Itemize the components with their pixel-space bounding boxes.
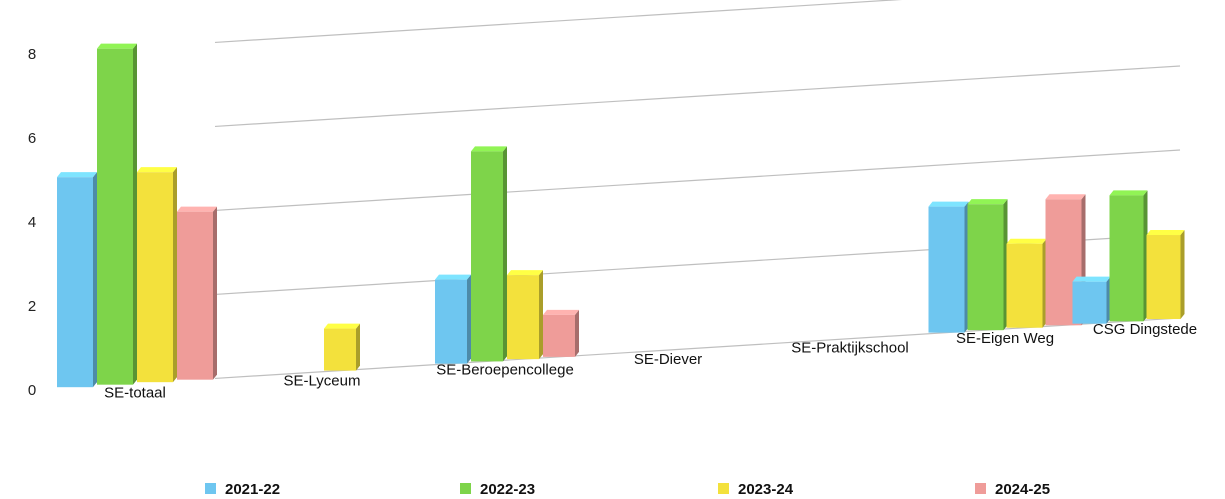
legend-item: 2024-25 (975, 481, 1050, 498)
bar-top (1109, 190, 1148, 196)
gridline (214, 149, 1181, 212)
category-label: SE-Praktijkschool (791, 340, 909, 357)
bar (177, 206, 217, 380)
category-label: SE-Beroepencollege (436, 361, 574, 378)
bar-side (575, 309, 579, 357)
bar-front (137, 172, 173, 383)
bar-top (177, 206, 217, 212)
bar (967, 199, 1008, 331)
category-label: SE-Eigen Weg (956, 330, 1054, 347)
legend-label: 2024-25 (995, 481, 1050, 498)
bar-top (324, 323, 360, 329)
bar-top (1045, 194, 1086, 200)
gridline (214, 65, 1181, 128)
bar (1006, 238, 1047, 328)
bar (97, 43, 137, 385)
bar-top (1072, 276, 1111, 282)
bars (57, 43, 1185, 388)
bar-top (435, 274, 471, 280)
legend-label: 2021-22 (225, 481, 280, 498)
bar-front (967, 204, 1004, 331)
bar-front (928, 206, 965, 333)
bar-top (1146, 230, 1185, 236)
gridline (214, 317, 1181, 380)
bar (137, 167, 177, 383)
bar-side (93, 172, 97, 388)
bar (57, 172, 97, 388)
bar-front (507, 275, 539, 360)
category-label: SE-Diever (634, 351, 702, 368)
bar-top (1006, 238, 1047, 244)
bar-front (435, 279, 467, 364)
y-tick-label: 8 (28, 46, 36, 63)
bar (543, 309, 579, 357)
bar-top (507, 270, 543, 276)
bar-front (97, 48, 133, 385)
bar-top (967, 199, 1008, 205)
legend-swatch (460, 483, 471, 494)
legend-item: 2021-22 (205, 481, 280, 498)
y-tick-label: 4 (28, 214, 36, 231)
bar-side (503, 146, 507, 362)
category-label: SE-totaal (104, 384, 166, 401)
y-tick-label: 2 (28, 298, 36, 315)
bar (507, 270, 543, 360)
category-labels: SE-totaal SE-Lyceum SE-Beroepencollege SE-D… (104, 321, 1197, 401)
bar-top (543, 309, 579, 315)
legend: 2021-22 2022-23 2023-24 2024-25 (205, 481, 1050, 498)
bar-top (137, 167, 177, 173)
gridline (214, 0, 903, 44)
legend-swatch (718, 483, 729, 494)
bar-front (471, 151, 503, 362)
y-tick-label: 0 (28, 382, 36, 399)
category-label: SE-Lyceum (284, 373, 361, 390)
bar-side (173, 167, 177, 383)
bar (928, 201, 969, 333)
legend-swatch (975, 483, 986, 494)
bar-top (57, 172, 97, 178)
bar-side (467, 274, 471, 364)
legend-label: 2022-23 (480, 481, 535, 498)
bar (1146, 230, 1185, 320)
bar (324, 323, 360, 371)
bar-top (928, 201, 969, 207)
bar-top (97, 43, 137, 49)
legend-swatch (205, 483, 216, 494)
y-axis-ticks: 0 2 4 6 8 (28, 46, 36, 399)
bar (471, 146, 507, 362)
bar (1072, 276, 1111, 324)
bar-top (471, 146, 507, 152)
y-tick-label: 6 (28, 130, 36, 147)
bar-front (1109, 195, 1144, 322)
bar (435, 274, 471, 364)
bar-side (213, 206, 217, 380)
legend-label: 2023-24 (738, 481, 794, 498)
legend-item: 2022-23 (460, 481, 535, 498)
bar-side (133, 43, 137, 385)
bar-side (356, 323, 360, 371)
bar-front (1006, 243, 1043, 328)
category-label: CSG Dingstede (1093, 321, 1197, 338)
bar-front (57, 177, 93, 388)
bar-side (1180, 230, 1185, 320)
legend-item: 2023-24 (718, 481, 794, 498)
bar-front (324, 328, 356, 371)
bar-front (1072, 281, 1107, 324)
bar-front (1146, 235, 1181, 320)
bar-front (543, 314, 575, 357)
bar-front (177, 211, 213, 380)
bar-side (539, 270, 543, 360)
bar (1109, 190, 1148, 322)
